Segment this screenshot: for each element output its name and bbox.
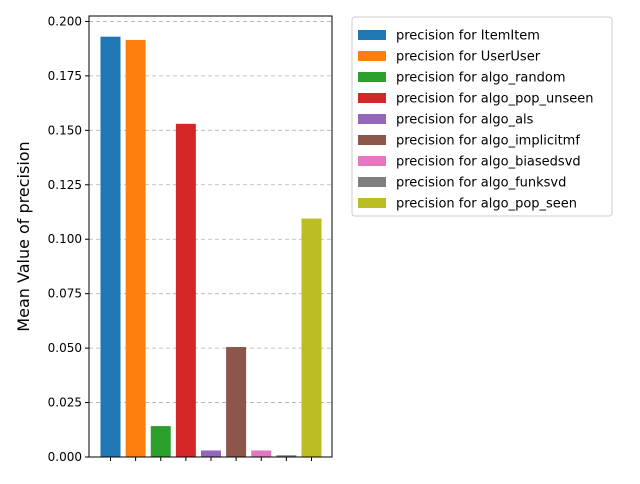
y-tick-label: 0.150 <box>48 123 82 137</box>
legend-swatch <box>358 93 386 103</box>
y-tick-label: 0.200 <box>48 14 82 28</box>
bars <box>100 36 322 458</box>
y-tick-label: 0.125 <box>48 178 82 192</box>
legend-swatch <box>358 51 386 61</box>
legend-label: precision for algo_pop_unseen <box>396 92 594 107</box>
plot-frame <box>88 15 333 458</box>
bar <box>125 39 146 457</box>
axis-ticks: 0.000 0.025 0.050 0.075 0.100 0.125 0.150 0.175… <box>48 14 312 464</box>
legend-label: precision for algo_random <box>396 71 566 86</box>
bar <box>276 455 297 457</box>
legend-box <box>351 16 613 217</box>
legend-label: precision for algo_funksvd <box>396 176 566 191</box>
legend-label: precision for algo_implicitmf <box>396 134 580 149</box>
y-tick-label: 0.025 <box>48 396 82 410</box>
bar <box>226 347 247 457</box>
legend-label: precision for ItemItem <box>396 29 540 44</box>
legend-swatch <box>358 177 386 187</box>
y-tick-label: 0.175 <box>48 69 82 83</box>
y-tick-label: 0.050 <box>48 341 82 355</box>
bar <box>150 426 171 457</box>
legend-swatch <box>358 198 386 208</box>
legend: precision for ItemItem precision for User… <box>351 16 613 217</box>
grid-lines <box>89 21 332 403</box>
legend-label: precision for UserUser <box>396 50 541 65</box>
bar <box>201 450 221 457</box>
legend-swatch <box>358 114 386 124</box>
y-tick-label: 0.000 <box>48 450 82 464</box>
y-tick-label: 0.100 <box>48 232 82 246</box>
bar <box>251 450 272 457</box>
legend-label: precision for algo_biasedsvd <box>396 155 581 170</box>
legend-label: precision for algo_als <box>396 113 534 128</box>
legend-label: precision for algo_pop_seen <box>396 197 577 212</box>
bar <box>301 218 322 457</box>
legend-swatch <box>358 72 386 82</box>
y-tick-label: 0.075 <box>48 287 82 301</box>
bar <box>100 36 121 457</box>
legend-swatch <box>358 156 386 166</box>
y-axis-label: Mean Value of precision <box>14 141 33 331</box>
legend-swatch <box>358 30 386 40</box>
legend-swatch <box>358 135 386 145</box>
bar <box>175 123 196 458</box>
